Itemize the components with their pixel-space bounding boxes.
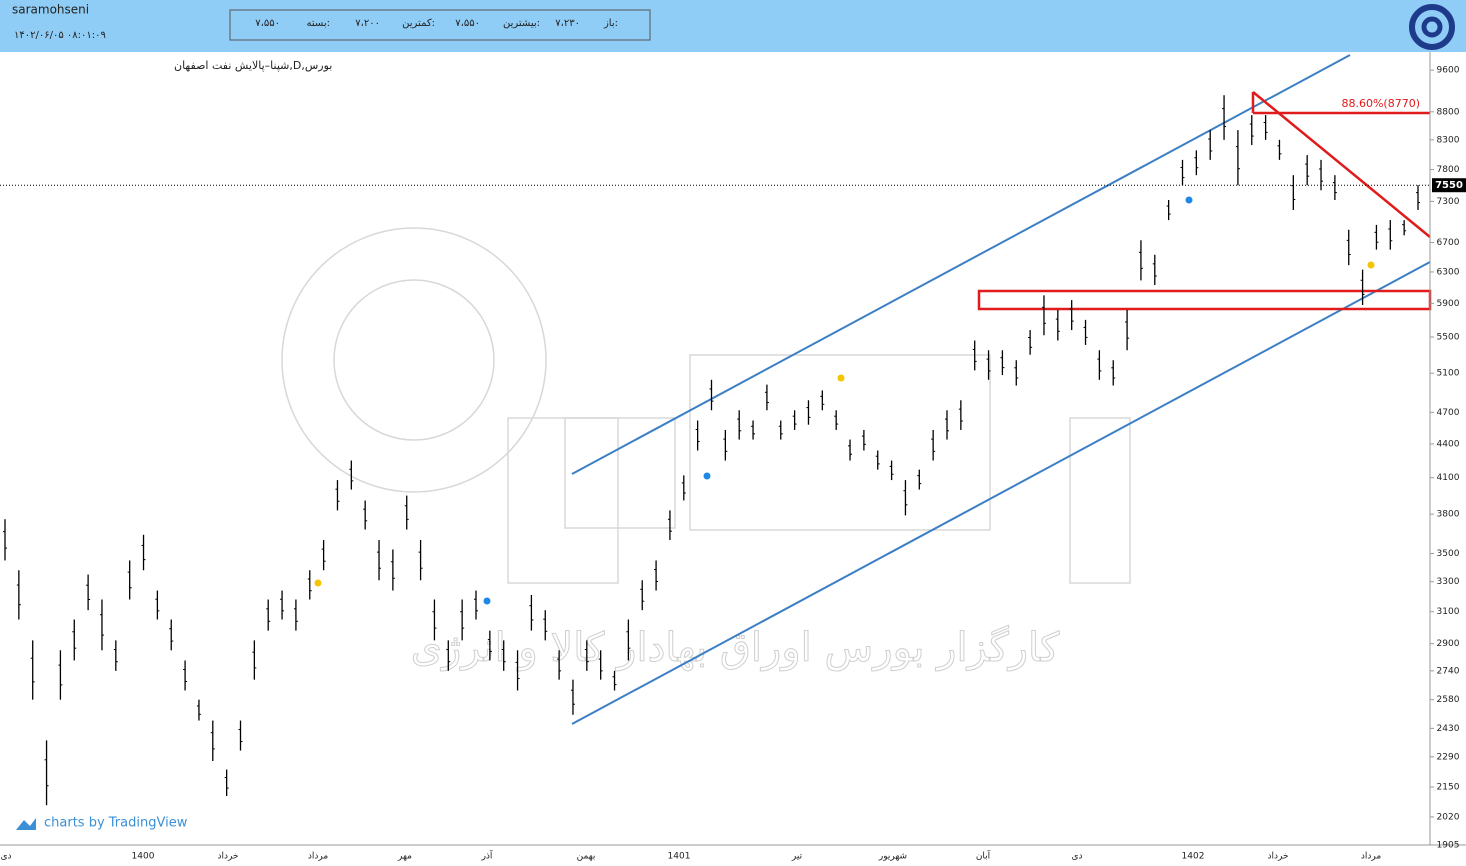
y-tick-label: 2020 [1437,812,1460,822]
y-tick-label: 3800 [1437,510,1460,520]
ohlc-label: کمترین: [402,18,435,29]
logo [1409,4,1455,50]
date-time: ۱۴۰۲/۰۶/۰۵ ۰۸:۰۱:۰۹ [14,30,106,41]
signal-dots [314,196,1375,605]
y-tick-label: 2580 [1437,695,1460,705]
last-price-box [1432,178,1466,193]
trend-line [1252,91,1431,238]
y-tick-label: 2430 [1437,724,1460,734]
credit: charts by TradingView [16,816,188,831]
last-price-label: 7550 [1435,180,1463,191]
ohlc-label: باز: [603,18,618,29]
y-tick-label: 4700 [1437,408,1460,418]
x-tick-label: خرداد [1267,852,1288,862]
y-tick-label: 2290 [1437,752,1460,762]
y-tick-label: 6700 [1437,238,1460,248]
y-tick-label: 5100 [1437,369,1460,379]
y-tick-label: 2150 [1437,783,1460,793]
y-tick-label: 3100 [1437,607,1460,617]
y-tick-label: 8800 [1437,107,1460,117]
x-tick-label: مرداد [1361,852,1381,862]
y-tick-label: 6300 [1437,267,1460,277]
ohlc-box [229,9,651,41]
x-tick-label: خرداد [217,852,238,862]
y-tick-label: 4400 [1437,439,1460,449]
y-tick-label: 4100 [1437,473,1460,483]
x-tick-label: 1402 [1182,852,1205,862]
ohlc-value: ۷،۵۵۰ [455,18,480,29]
y-tick-label: 2740 [1437,666,1460,676]
ohlc-value: ۷،۲۳۰ [555,18,580,29]
header-bar [0,0,1466,52]
ohlc-value: ۷،۵۵۰ [255,18,280,29]
channel-lower [571,261,1431,725]
x-tick-label: 1400 [132,852,155,862]
ohlc-label: بسته: [307,18,330,29]
x-tick-label: تیر [791,852,803,862]
channel-upper [571,54,1351,475]
chart-title: بورس,D,شپنا–پالایش نفت اصفهان [174,59,332,72]
y-tick-label: 3300 [1437,577,1460,587]
fib-label: 88.60%(8770) [1341,97,1420,110]
watermark-text: کارگزار بورس اوراق بهادار کالا و انرژی [411,625,1060,671]
x-tick-label: آبان [976,850,991,862]
watermark-logo [281,227,1131,584]
y-tick-label: 7800 [1437,165,1460,175]
x-tick-label: دی [1071,852,1082,862]
y-tick-label: 5500 [1437,332,1460,342]
x-tick-label: آذر [481,850,493,862]
credit-text: charts by TradingView [44,816,188,831]
x-tick-label: 1401 [668,852,691,862]
y-tick-label: 5900 [1437,299,1460,309]
x-tick-label: دی [0,852,11,862]
y-tick-label: 7300 [1437,197,1460,207]
x-tick-label: مهر [397,852,412,862]
y-tick-label: 2900 [1437,639,1460,649]
ohlc-label: بیشترین: [503,18,540,29]
x-tick-label: مرداد [308,852,328,862]
y-tick-label: 1905 [1437,841,1460,851]
y-tick-label: 3500 [1437,549,1460,559]
user-name: saramohseni [12,3,89,17]
y-tick-label: 8300 [1437,135,1460,145]
ohlc-value: ۷،۲۰۰ [355,18,380,29]
y-tick-label: 9600 [1437,66,1460,76]
x-tick-label: شهریور [878,852,907,862]
x-tick-label: بهمن [577,852,596,862]
